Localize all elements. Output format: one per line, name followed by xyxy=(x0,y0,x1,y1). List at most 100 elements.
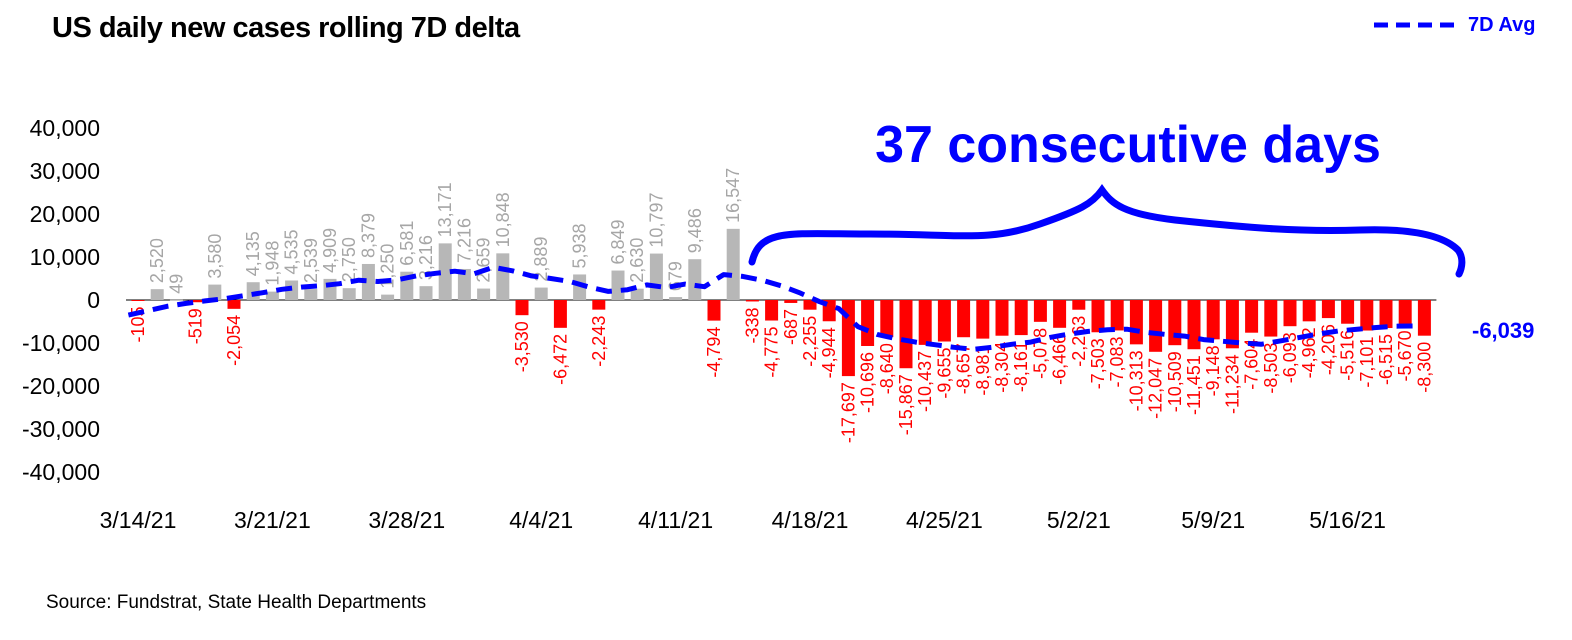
bar xyxy=(1091,300,1105,333)
bar xyxy=(592,300,606,310)
bar xyxy=(1168,300,1182,346)
bar xyxy=(1110,300,1124,331)
bar xyxy=(496,253,510,300)
y-tick-label: 40,000 xyxy=(30,115,100,141)
last-avg-label: -6,039 xyxy=(1472,318,1534,343)
data-label: -4,775 xyxy=(762,327,782,378)
data-label: -6,093 xyxy=(1280,332,1300,383)
data-label: 2,630 xyxy=(627,238,647,283)
data-label: 5,938 xyxy=(570,223,590,268)
data-label: -519 xyxy=(186,308,206,344)
data-label: 10,848 xyxy=(493,192,513,247)
bar xyxy=(976,300,990,339)
data-label: -4,962 xyxy=(1299,327,1319,378)
data-label: 2,750 xyxy=(339,237,359,282)
data-label: -15,867 xyxy=(896,374,916,435)
y-tick-label: -20,000 xyxy=(22,373,100,399)
bar xyxy=(381,294,395,300)
data-label: -6,466 xyxy=(1050,334,1070,385)
data-label: -5,670 xyxy=(1395,330,1415,381)
bar xyxy=(880,300,894,338)
data-label: -8,161 xyxy=(1011,341,1031,392)
bars-layer xyxy=(131,228,1431,377)
data-label: -6,515 xyxy=(1376,334,1396,385)
data-label: 7,216 xyxy=(454,218,474,263)
legend-label: 7D Avg xyxy=(1468,13,1536,36)
bar xyxy=(1033,300,1047,322)
bar xyxy=(1149,300,1163,352)
bar xyxy=(745,300,759,302)
data-label: -10,696 xyxy=(858,352,878,413)
bar xyxy=(688,259,702,300)
x-tick-label: 3/14/21 xyxy=(100,507,177,533)
data-label: -2,263 xyxy=(1069,316,1089,367)
bar xyxy=(649,253,663,300)
bar xyxy=(1245,300,1259,333)
data-label: -7,101 xyxy=(1357,337,1377,388)
data-label: 16,547 xyxy=(723,168,743,223)
data-label: -8,304 xyxy=(992,342,1012,393)
data-label: -2,255 xyxy=(800,316,820,367)
data-label: 2,539 xyxy=(301,238,321,283)
data-label: 3,580 xyxy=(205,234,225,279)
bar xyxy=(630,288,644,300)
bar xyxy=(1379,300,1393,329)
bar xyxy=(1283,300,1297,327)
data-label: -8,300 xyxy=(1414,342,1434,393)
data-label: 2,889 xyxy=(531,237,551,282)
bar xyxy=(1187,300,1201,350)
data-label: -338 xyxy=(742,307,762,343)
data-label: -8,503 xyxy=(1261,343,1281,394)
bar xyxy=(1321,300,1335,319)
data-label: 8,379 xyxy=(358,213,378,258)
bar xyxy=(861,300,875,346)
bar xyxy=(937,300,951,342)
data-label: -5,516 xyxy=(1338,330,1358,381)
annotation-layer: 37 consecutive days -6,039 xyxy=(748,116,1534,343)
x-tick-label: 5/16/21 xyxy=(1309,507,1386,533)
bar xyxy=(995,300,1009,336)
avg-series-line xyxy=(127,264,1415,352)
bar xyxy=(1225,300,1239,349)
data-label: 4,535 xyxy=(282,229,302,274)
brace-shape xyxy=(748,183,1466,278)
bar xyxy=(515,300,529,316)
bar xyxy=(957,300,971,338)
data-label: -8,640 xyxy=(877,343,897,394)
bar xyxy=(227,300,241,309)
data-label: -8,981 xyxy=(973,345,993,396)
bar xyxy=(304,289,318,300)
data-label: 49 xyxy=(166,274,186,294)
y-tick-label: -10,000 xyxy=(22,330,100,356)
bar xyxy=(899,300,913,369)
bar xyxy=(265,291,279,300)
data-label: -4,794 xyxy=(704,327,724,378)
y-tick-label: -30,000 xyxy=(22,416,100,442)
bar xyxy=(438,243,452,300)
y-tick-label: 30,000 xyxy=(30,158,100,184)
data-label: -9,148 xyxy=(1203,345,1223,396)
bar xyxy=(841,300,855,377)
bar xyxy=(150,289,164,300)
data-label: -4,206 xyxy=(1318,324,1338,375)
data-label: 10,797 xyxy=(646,193,666,248)
bar xyxy=(189,300,203,303)
data-label: -687 xyxy=(781,309,801,345)
bar xyxy=(765,300,779,321)
chart-title: US daily new cases rolling 7D delta xyxy=(52,12,520,44)
x-tick-label: 3/21/21 xyxy=(234,507,311,533)
y-tick-label: 0 xyxy=(87,287,100,313)
bar xyxy=(1264,300,1278,337)
data-label: -11,451 xyxy=(1184,355,1204,415)
data-label: -11,234 xyxy=(1222,354,1242,414)
data-label: -6,472 xyxy=(550,334,570,385)
bar xyxy=(1341,300,1355,324)
data-label: -3,530 xyxy=(512,321,532,372)
bar xyxy=(611,270,625,300)
y-tick-label: 20,000 xyxy=(30,201,100,227)
x-tick-label: 4/25/21 xyxy=(906,507,983,533)
data-label: 6,581 xyxy=(397,221,417,266)
bar xyxy=(1053,300,1067,328)
